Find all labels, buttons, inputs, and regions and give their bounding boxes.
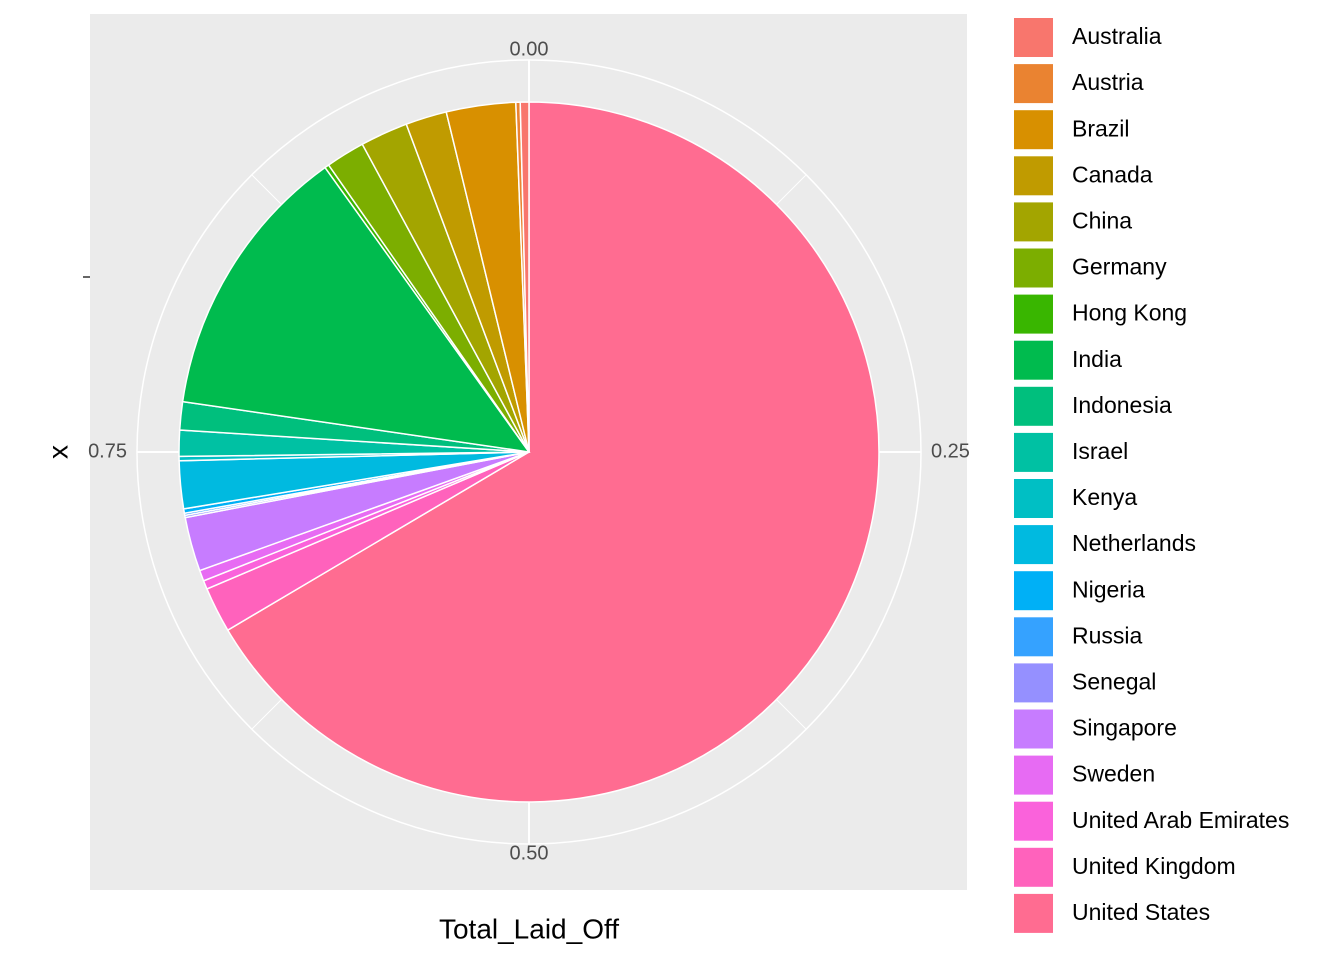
legend-label: Canada [1072,161,1153,187]
theta-tick-label: 0.25 [931,440,970,462]
legend-key [1012,799,1055,843]
legend-label: Singapore [1072,715,1177,741]
legend-label: Australia [1072,23,1162,49]
legend-key [1012,292,1055,336]
legend-label: Hong Kong [1072,300,1187,326]
legend-key [1012,891,1055,935]
legend-key [1012,753,1055,797]
minor-grid-line [251,699,282,730]
pie-slice [181,166,531,453]
legend-label: Nigeria [1072,576,1145,602]
legend-key [1012,569,1055,613]
x-axis-title: Total_Laid_Off [439,913,619,944]
legend-key [1012,62,1055,106]
theta-tick-label: 0.50 [510,842,549,864]
legend-label: Kenya [1072,484,1137,510]
legend-label: United Arab Emirates [1072,807,1289,833]
legend-label: Israel [1072,438,1128,464]
legend-key [1012,661,1055,705]
legend-key [1012,707,1055,751]
legend-key [1012,384,1055,428]
legend-key [1012,615,1055,659]
legend-key [1012,523,1055,567]
legend-key [1012,154,1055,198]
pie-slice [519,101,530,453]
legend-key [1012,108,1055,152]
legend-label: United States [1072,899,1210,925]
legend-label: China [1072,207,1132,233]
legend-label: Brazil [1072,115,1130,141]
theta-tick-label: 0.75 [88,440,127,462]
legend-label: Indonesia [1072,392,1172,418]
minor-grid-line [776,699,807,730]
legend-label: Germany [1072,254,1167,280]
legend-key [1012,200,1055,244]
theta-tick-label: 0.00 [510,38,549,60]
legend-key [1012,845,1055,889]
y-axis-title: x [42,445,73,459]
minor-grid-line [251,174,282,205]
legend-key [1012,246,1055,290]
legend-key [1012,430,1055,474]
legend-key [1012,477,1055,520]
legend-label: Russia [1072,622,1143,648]
legend-label: United Kingdom [1072,853,1236,879]
legend-label: India [1072,346,1122,372]
pie-slice [226,101,880,803]
minor-grid-line [776,174,807,205]
legend-label: Sweden [1072,761,1155,787]
legend-key [1012,16,1055,59]
legend-label: Austria [1072,69,1144,95]
legend-label: Senegal [1072,668,1156,694]
legend-key [1012,338,1055,382]
legend-label: Netherlands [1072,530,1196,556]
